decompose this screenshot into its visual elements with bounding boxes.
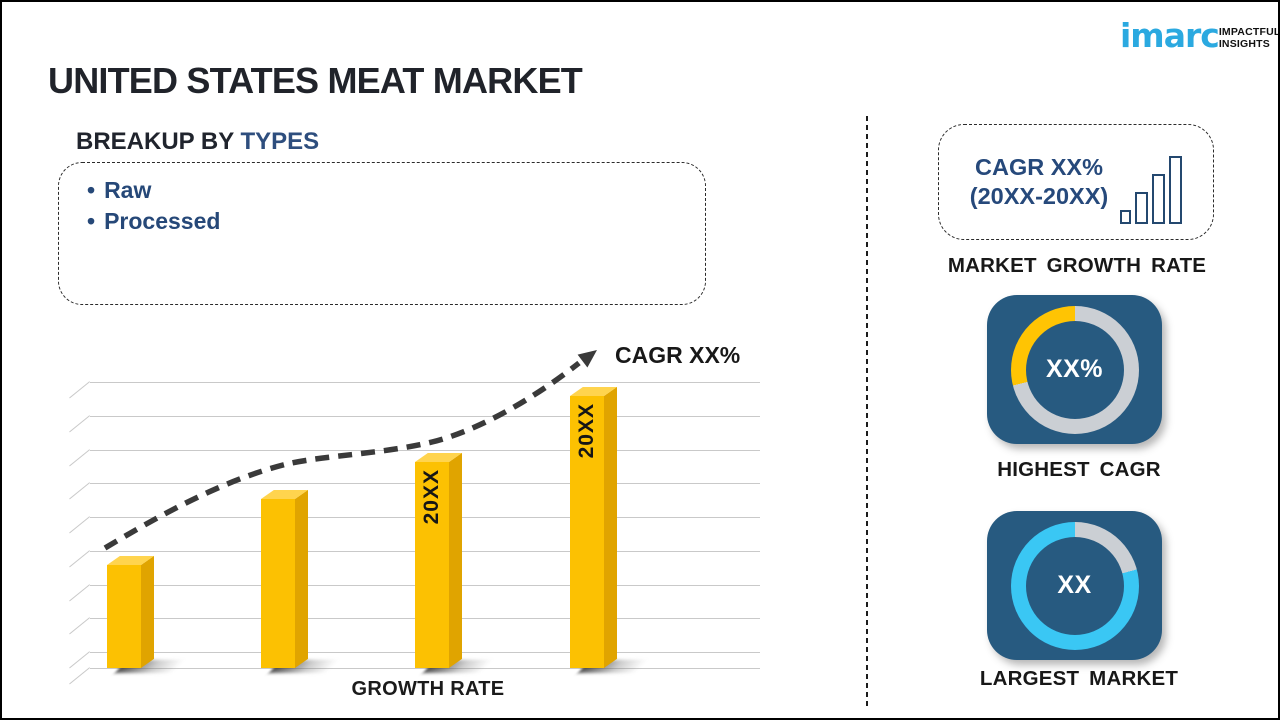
imarc-logo-text: imarc [1120, 16, 1220, 55]
bar-side-face [604, 387, 617, 668]
bullet-icon: • [87, 177, 96, 203]
highest-cagr-donut: XX% [1010, 305, 1139, 434]
market-growth-rate-card: CAGR XX% (20XX-20XX) [938, 124, 1214, 240]
gridline [90, 416, 760, 417]
largest-market-value: XX [1057, 571, 1092, 599]
page-title: UNITED STATES MEAT MARKET [48, 60, 583, 101]
logo-tagline: IMPACTFUL INSIGHTS [1218, 26, 1280, 50]
bar-year-label: 20XX [575, 403, 598, 459]
highest-cagr-card: XX% [987, 295, 1162, 444]
chart-bar [107, 555, 185, 673]
chart-bar [261, 490, 339, 673]
gridline [90, 382, 760, 383]
breakup-types-box: • Raw • Processed [58, 162, 706, 305]
arrowhead-icon [577, 350, 597, 368]
gridline [90, 450, 760, 451]
cagr-range-text: CAGR XX% (20XX-20XX) [969, 154, 1109, 209]
largest-market-donut: XX [1010, 521, 1139, 650]
breakup-heading-highlight: TYPES [240, 128, 320, 155]
bar-side-face [141, 555, 154, 668]
vertical-dashed-divider [866, 116, 868, 708]
imarc-logo: imarc IMPACTFUL INSIGHTS [1120, 16, 1280, 55]
chart-bar: 20XX [570, 387, 648, 673]
bar-year-label: 20XX [420, 469, 443, 525]
list-item: • Raw [87, 177, 152, 203]
market-growth-rate-caption: MARKET GROWTH RATE [947, 254, 1207, 277]
breakup-heading: BREAKUP BY TYPES [76, 128, 320, 155]
bar-side-face [449, 452, 462, 668]
growth-bar-chart: 20XX 20XX CAGR XX% GROWTH RATE [2, 2, 802, 718]
largest-market-caption: LARGEST MARKET [979, 667, 1179, 690]
largest-market-card: XX [987, 511, 1162, 660]
bar-front-face [107, 565, 141, 668]
bar-front-face [261, 499, 295, 668]
chart-bar: 20XX [415, 452, 493, 673]
bullet-icon: • [87, 208, 96, 234]
list-item: • Processed [87, 208, 221, 234]
highest-cagr-value: XX% [1045, 355, 1104, 383]
axis-base-line [90, 668, 760, 669]
bar-side-face [295, 490, 308, 668]
highest-cagr-caption: HIGHEST CAGR [997, 458, 1161, 481]
growth-bars-icon [1120, 140, 1183, 224]
breakup-list: • Raw • Processed [87, 175, 705, 237]
chart-x-axis-label: GROWTH RATE [351, 678, 505, 700]
trend-cagr-label: CAGR XX% [615, 342, 741, 368]
